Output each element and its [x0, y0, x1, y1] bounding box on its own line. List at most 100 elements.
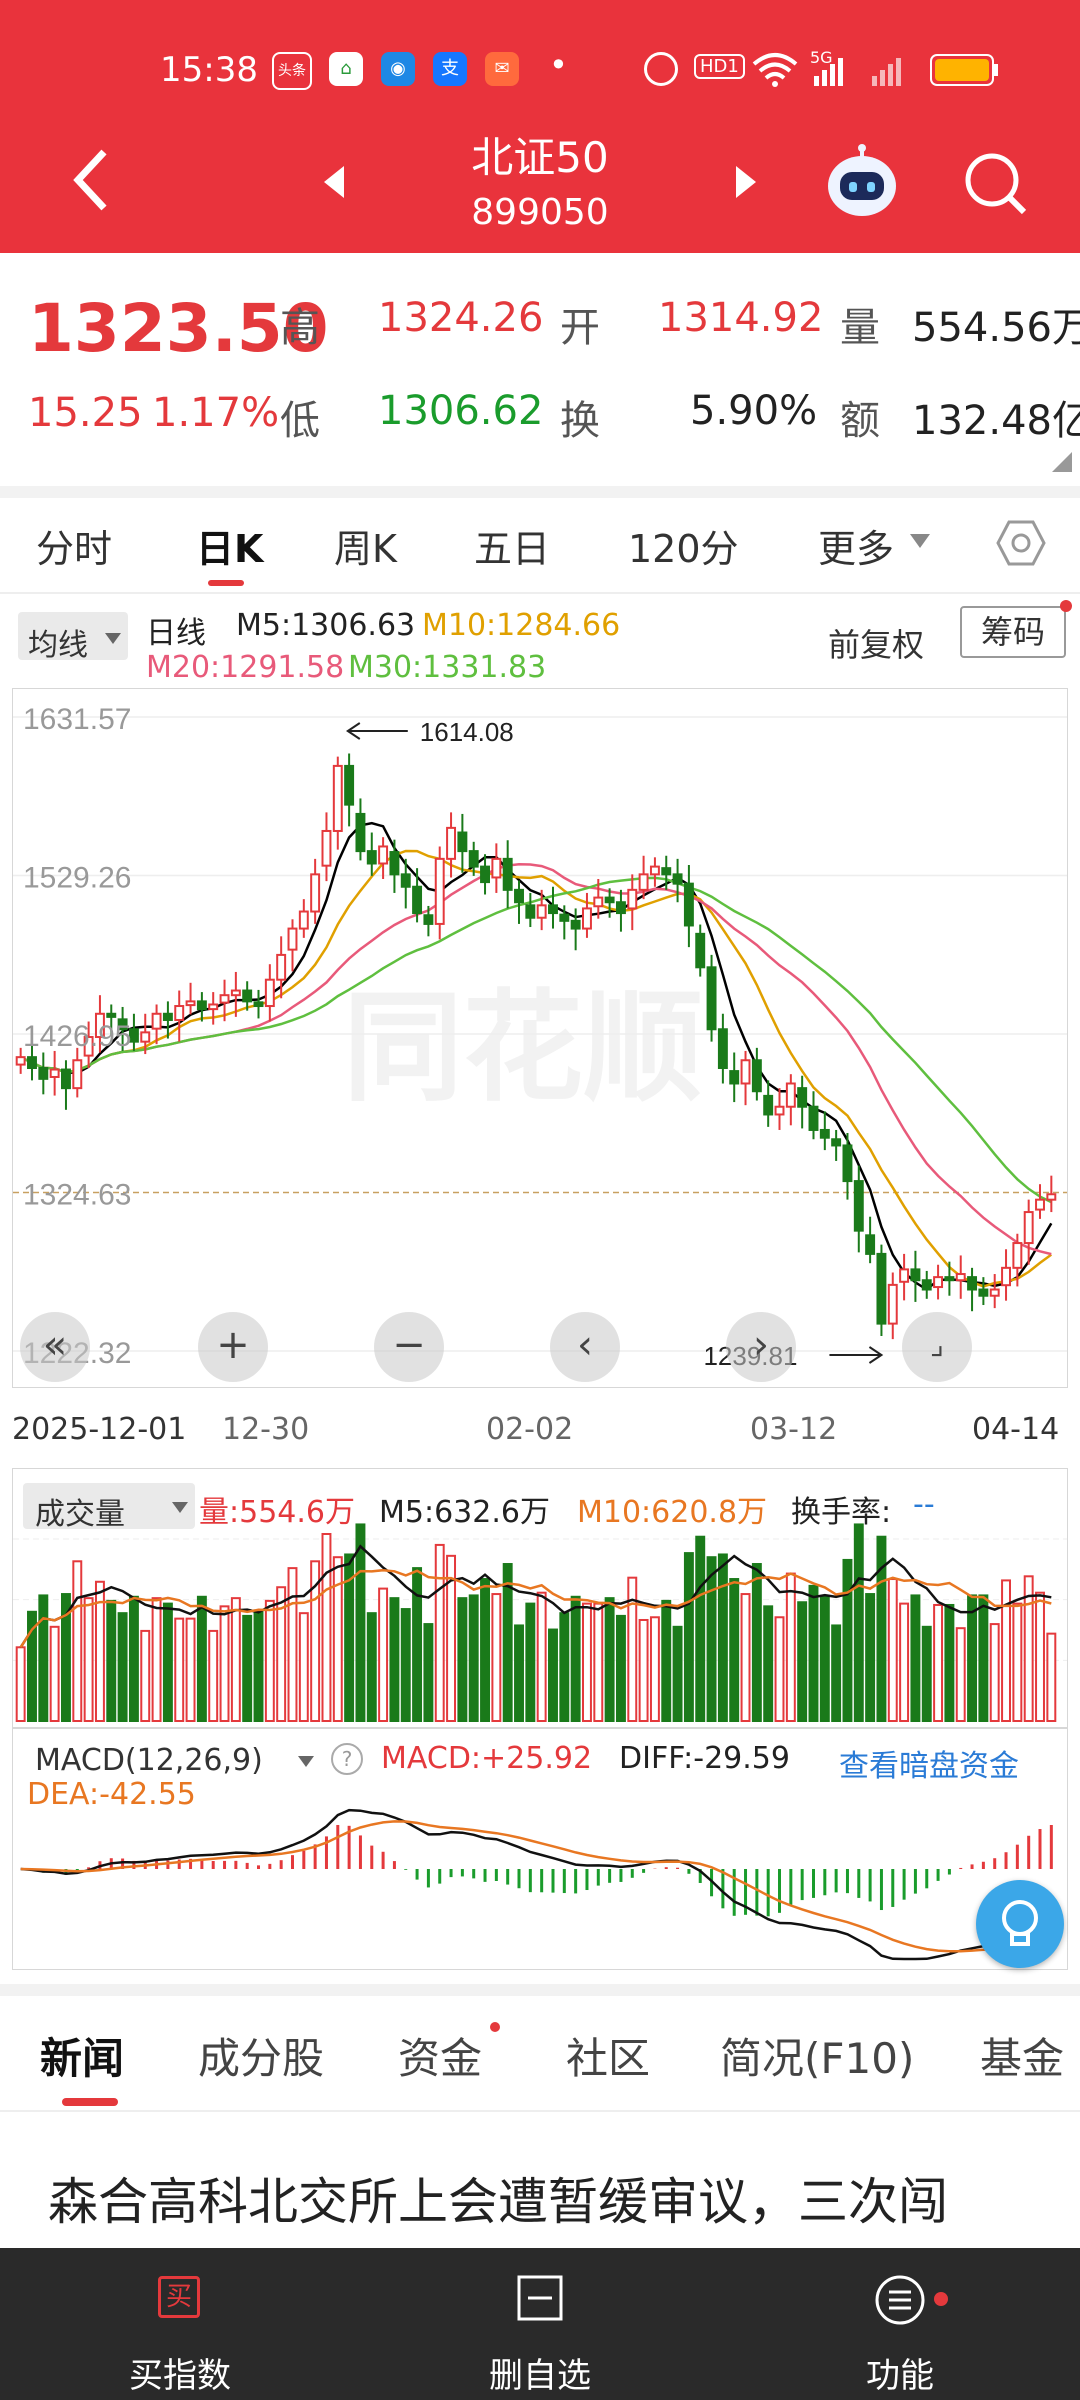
volume-bar [162, 1602, 173, 1722]
section-divider [0, 486, 1080, 498]
candle [230, 989, 241, 997]
candle [38, 1066, 49, 1080]
date-label-5: 04-14 [972, 1412, 1060, 1447]
scroll-right-button[interactable]: › [726, 1312, 796, 1382]
candle [1046, 1193, 1057, 1201]
status-bar: 15:38 头条 ⌂ ◉ 支 ✉ • HD1 5G [0, 40, 1080, 100]
ma10-line [20, 849, 1053, 1288]
tab-funds-flow[interactable]: 资金 [398, 2034, 483, 2083]
assistant-robot-icon[interactable] [822, 142, 902, 222]
candle [559, 913, 570, 922]
tab-intraday[interactable]: 分时 [36, 527, 113, 571]
candle [94, 1012, 105, 1039]
volume-bar [615, 1614, 626, 1723]
tab-f10-profile[interactable]: 简况(F10) [720, 2034, 915, 2083]
tab-funds[interactable]: 基金 [980, 2034, 1065, 2083]
volume-bar [230, 1597, 241, 1722]
volume-bar [944, 1603, 955, 1723]
volume-selector[interactable]: 成交量 [23, 1483, 195, 1532]
volume-bar [717, 1553, 728, 1722]
low-value: 1306.62 [378, 388, 544, 434]
candle [706, 966, 717, 1031]
search-icon[interactable] [962, 150, 1028, 216]
y-tick-label: 1426.95 [23, 1020, 131, 1053]
function-menu-button[interactable]: 功能 [770, 2248, 1030, 2400]
tab-daily-k[interactable]: 日K [196, 527, 264, 571]
turnover-rate-label: 换手率: [791, 1495, 892, 1530]
volume-bar [695, 1535, 706, 1722]
volume-bar [434, 1543, 445, 1723]
volume-bar [514, 1624, 524, 1722]
volume-bar [151, 1597, 162, 1722]
tab-news[interactable]: 新闻 [40, 2034, 125, 2083]
status-time: 15:38 [160, 50, 258, 90]
volume-bar [842, 1558, 853, 1723]
zoom-out-button[interactable]: − [374, 1312, 444, 1382]
next-index-icon[interactable] [732, 162, 762, 202]
candle [15, 1056, 26, 1066]
candle [264, 978, 275, 1008]
tab-community[interactable]: 社区 [566, 2034, 651, 2083]
tips-float-button[interactable] [976, 1880, 1064, 1968]
date-label-3: 02-02 [486, 1412, 574, 1447]
notification-dot-icon: • [549, 46, 568, 84]
scroll-left-button[interactable]: ‹ [550, 1312, 620, 1382]
news-headline[interactable]: 森合高科北交所上会遭暂缓审议，三次闯 [48, 2173, 948, 2231]
expand-corner-icon[interactable] [1050, 450, 1074, 474]
tab-constituents[interactable]: 成分股 [198, 2034, 325, 2083]
volume-bar [865, 1593, 876, 1722]
volume-bar [310, 1560, 321, 1722]
macd-selector[interactable]: MACD(12,26,9) [21, 1737, 321, 1783]
candle [400, 873, 411, 888]
tab-weekly-k[interactable]: 周K [334, 527, 397, 571]
macd-help-icon[interactable]: ? [331, 1743, 363, 1775]
volume-bar [423, 1623, 434, 1723]
back-arrow-icon[interactable] [70, 148, 110, 212]
volume-bar [819, 1595, 830, 1722]
diff-value: DIFF:-29.59 [619, 1741, 790, 1776]
candle [389, 851, 400, 876]
section-divider-2 [0, 1984, 1080, 1996]
macd-selector-label: MACD(12,26,9) [35, 1743, 263, 1778]
dea-line [20, 1820, 1052, 1953]
adjust-mode-label[interactable]: 前复权 [828, 626, 925, 664]
zoom-in-button[interactable]: + [198, 1312, 268, 1382]
amount-label: 额 [840, 398, 880, 444]
macd-chart-frame[interactable]: MACD(12,26,9) ? MACD:+25.92 DIFF:-29.59 … [12, 1728, 1068, 1970]
candle [49, 1068, 60, 1078]
buy-index-button[interactable]: 买 买指数 [50, 2248, 310, 2400]
volume-bar [785, 1572, 796, 1722]
candle [615, 901, 626, 915]
chips-button[interactable]: 筹码 [960, 606, 1066, 658]
previous-index-icon[interactable] [318, 162, 348, 202]
candle [151, 1012, 162, 1030]
tab-five-day[interactable]: 五日 [474, 527, 551, 571]
fullscreen-button[interactable]: ⌟ [902, 1312, 972, 1382]
macd-chart [20, 1808, 1053, 1961]
settings-hexagon-icon[interactable] [996, 518, 1046, 568]
browser-app-icon: ◉ [381, 52, 415, 86]
volume-m10: M10:620.8万 [577, 1495, 768, 1530]
remove-watchlist-label: 删自选 [489, 2356, 591, 2396]
volume-bar [559, 1612, 570, 1722]
candle [434, 857, 445, 925]
ma-selector-label: 均线 [28, 628, 88, 663]
volume-bar [627, 1576, 638, 1722]
volume-bar [831, 1624, 842, 1722]
remove-watchlist-button[interactable]: 删自选 [410, 2248, 670, 2400]
ma-selector[interactable]: 均线 [18, 612, 128, 663]
volume-bar [751, 1563, 762, 1723]
open-label: 开 [560, 305, 600, 351]
candle [1023, 1211, 1034, 1245]
kline-chart-frame[interactable]: 同花顺 1631.571529.261426.951324.631222.321… [12, 688, 1068, 1388]
candle [321, 829, 332, 867]
dea-value: DEA:-42.55 [27, 1777, 196, 1812]
volume-chart-frame[interactable]: 成交量 量:554.6万 M5:632.6万 M10:620.8万 换手率: -… [12, 1468, 1068, 1728]
candle [695, 932, 706, 969]
volume-current: 量:554.6万 [199, 1495, 355, 1530]
dark-pool-link[interactable]: 查看暗盘资金 [839, 1749, 1019, 1784]
tab-120-min[interactable]: 120分 [628, 527, 739, 571]
candle [649, 865, 660, 876]
tab-more[interactable]: 更多 [818, 527, 895, 571]
fast-backward-button[interactable]: « [20, 1312, 90, 1382]
